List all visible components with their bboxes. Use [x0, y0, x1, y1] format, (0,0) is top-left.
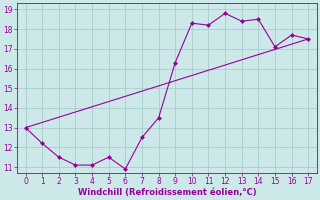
X-axis label: Windchill (Refroidissement éolien,°C): Windchill (Refroidissement éolien,°C) [77, 188, 256, 197]
